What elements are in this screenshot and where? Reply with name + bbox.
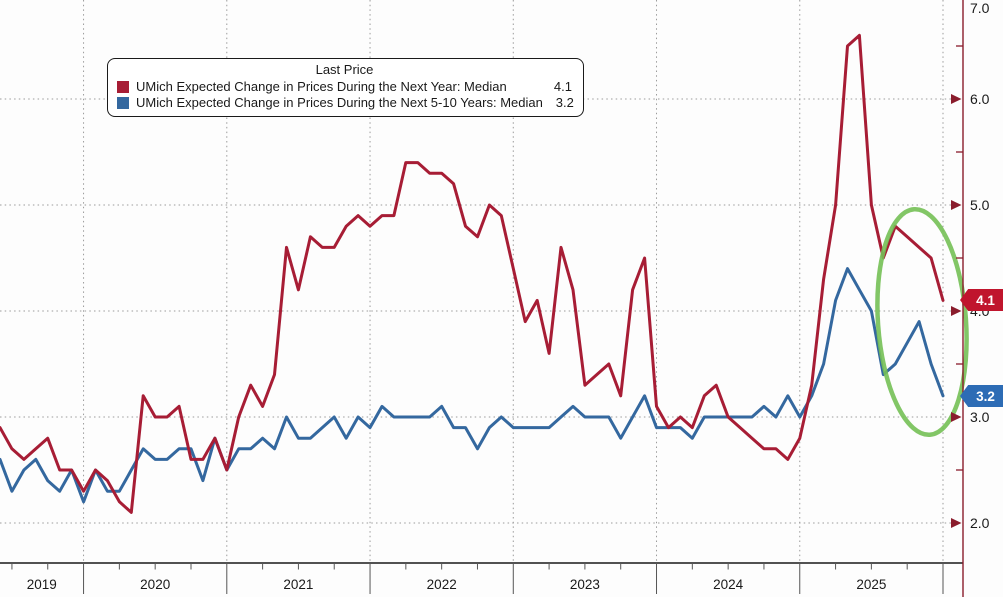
legend-swatch-1yr xyxy=(117,81,129,93)
legend-row-1yr: UMich Expected Change in Prices During t… xyxy=(117,79,572,95)
x-axis-year-label: 2025 xyxy=(856,577,886,592)
line-series-5-10yr xyxy=(0,267,945,504)
legend-swatch-5-10yr xyxy=(117,97,129,109)
y-axis-arrow xyxy=(951,200,962,210)
y-axis-tick-label: 5.0 xyxy=(970,197,990,213)
line-series-1yr xyxy=(0,33,945,514)
y-axis-tick-label: 3.0 xyxy=(970,409,990,425)
legend-value-1yr: 4.1 xyxy=(553,79,572,94)
legend-row-5-10yr: UMich Expected Change in Prices During t… xyxy=(117,95,574,111)
y-axis-arrow xyxy=(951,412,962,422)
y-axis-arrow xyxy=(951,94,962,104)
legend-label-5-10yr: UMich Expected Change in Prices During t… xyxy=(136,95,543,110)
y-axis-arrow xyxy=(951,518,962,528)
legend: Last Price UMich Expected Change in Pric… xyxy=(107,58,584,117)
x-axis-year-label: 2019 xyxy=(27,577,57,592)
annotation-ellipse xyxy=(875,206,969,438)
x-axis-year-label: 2023 xyxy=(570,577,600,592)
y-axis-tick-label: 2.0 xyxy=(970,515,990,531)
legend-value-5-10yr: 3.2 xyxy=(555,95,574,110)
x-axis-year-label: 2022 xyxy=(427,577,457,592)
legend-title: Last Price xyxy=(315,62,374,77)
last-price-badge-1yr: 4.1 xyxy=(960,289,1003,311)
x-axis-year-label: 2020 xyxy=(140,577,170,592)
last-price-badge-5-10yr: 3.2 xyxy=(960,385,1003,407)
x-axis-year-label: 2024 xyxy=(713,577,744,592)
y-axis-tick-label: 6.0 xyxy=(970,91,990,107)
x-axis-year-label: 2021 xyxy=(283,577,313,592)
y-axis-arrow xyxy=(951,306,962,316)
y-axis-tick-label: 7.0 xyxy=(970,0,990,16)
legend-label-1yr: UMich Expected Change in Prices During t… xyxy=(136,79,507,94)
